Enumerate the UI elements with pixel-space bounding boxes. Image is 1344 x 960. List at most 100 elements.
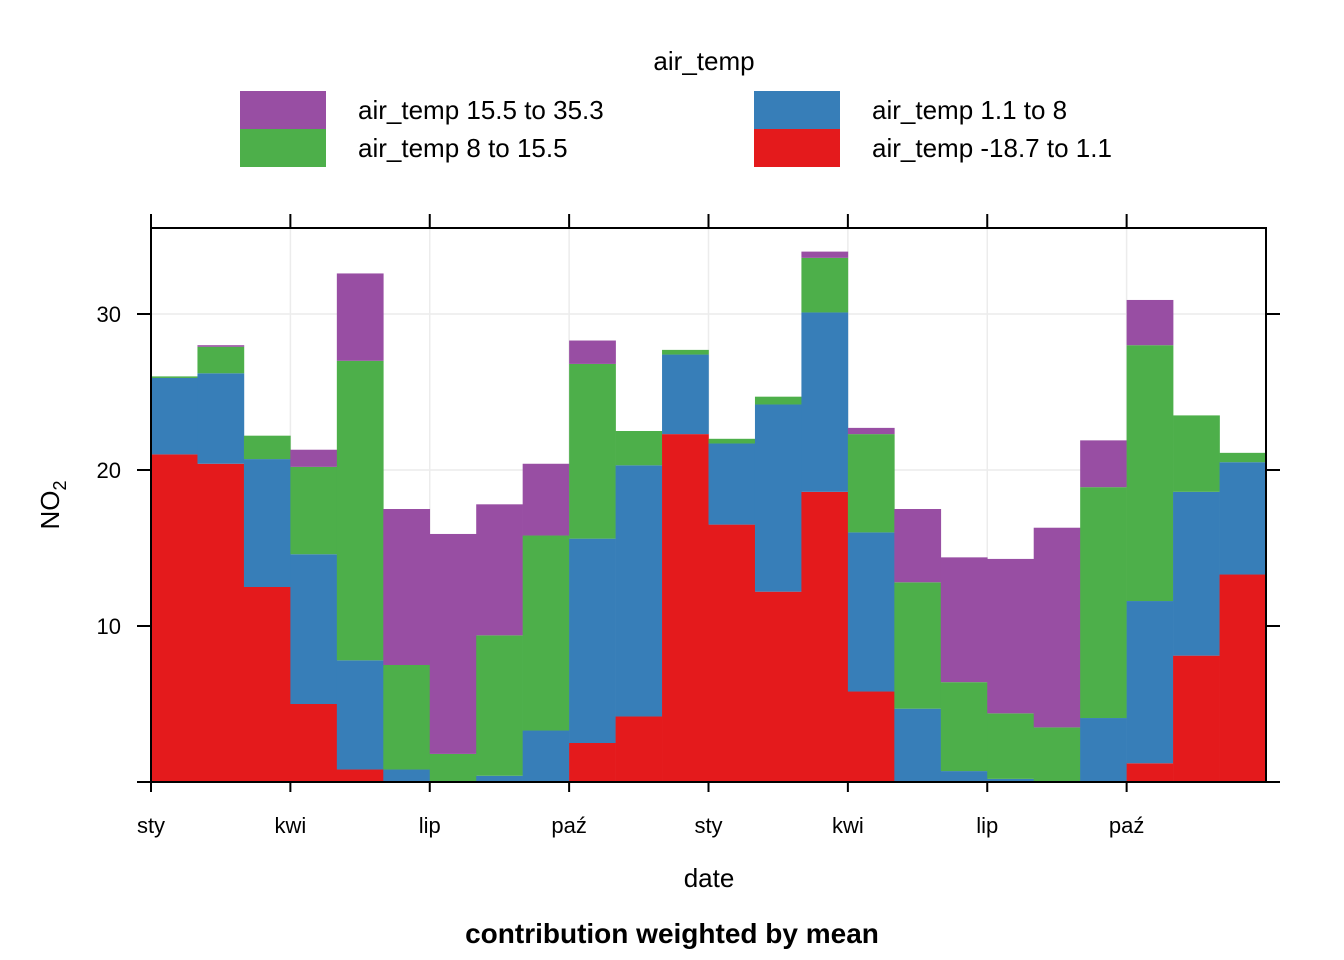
bar-segment — [708, 443, 756, 525]
bar-segment — [615, 465, 663, 717]
bar-segment — [243, 459, 291, 587]
bar-segment — [987, 558, 1035, 714]
bar-segment — [754, 404, 802, 592]
legend-label-red: air_temp -18.7 to 1.1 — [872, 133, 1112, 163]
bar-segment — [383, 769, 431, 782]
x-tick-label: sty — [694, 813, 722, 838]
bar-segment — [336, 660, 384, 770]
bar-segment — [383, 509, 431, 665]
bar-segment — [801, 251, 849, 258]
bar-segment — [1033, 727, 1081, 782]
bar-segment — [662, 434, 709, 782]
bar-segment — [801, 257, 849, 313]
x-tick-label: paź — [551, 813, 586, 838]
bar-segment — [801, 312, 849, 492]
x-tick-label: paź — [1109, 813, 1144, 838]
bar-segment — [1080, 487, 1127, 719]
bar-segment — [708, 524, 756, 782]
bar-segment — [754, 591, 802, 782]
bar-segment — [290, 449, 338, 467]
bar-segment — [429, 533, 477, 754]
bar-segment — [662, 349, 709, 355]
bar-segment — [151, 377, 198, 455]
bar-segment — [894, 582, 942, 709]
bar-segment — [197, 346, 245, 374]
bar-segment — [336, 273, 384, 361]
bar-segment — [243, 587, 291, 782]
bar-segment — [615, 431, 663, 466]
bar-segment — [383, 665, 431, 770]
bar-segment — [1126, 763, 1174, 782]
bar-segment — [940, 682, 988, 772]
legend-swatch-blue — [754, 91, 840, 129]
bar-segment — [1219, 462, 1267, 575]
bar-segment — [1173, 491, 1220, 656]
bar-segment — [754, 396, 802, 405]
bar-segment — [1080, 718, 1127, 782]
bar-segment — [476, 775, 523, 782]
legend-swatch-purple — [240, 91, 326, 129]
bar-segment — [1080, 440, 1127, 488]
bar-segment — [1033, 527, 1081, 728]
bar-segment — [522, 535, 570, 731]
legend-label-green: air_temp 8 to 15.5 — [358, 133, 568, 163]
bar-segment — [1126, 601, 1174, 764]
bar-segment — [615, 716, 663, 782]
bar-segment — [569, 743, 616, 782]
bar-segment — [336, 769, 384, 782]
bar-segment — [1173, 415, 1220, 492]
bars — [151, 251, 1267, 782]
bar-segment — [1173, 655, 1220, 782]
bar-segment — [847, 532, 895, 692]
bar-segment — [476, 635, 523, 776]
bar-segment — [1219, 452, 1267, 463]
chart-caption: contribution weighted by mean — [465, 918, 879, 949]
bar-segment — [243, 435, 291, 460]
y-axis-label-subscript: 2 — [50, 480, 70, 490]
bar-segment — [987, 713, 1035, 779]
bar-segment — [197, 463, 245, 782]
legend-title: air_temp — [653, 46, 754, 76]
bar-segment — [151, 376, 198, 378]
y-axis-label: NO2 — [35, 480, 70, 529]
bar-segment — [336, 360, 384, 661]
axes: sty kwi lip paź sty kwi lip paź 10 20 30 — [97, 214, 1280, 838]
bar-segment — [894, 708, 942, 782]
y-tick-label: 10 — [97, 614, 121, 639]
bar-segment — [290, 554, 338, 704]
y-axis-label-main: NO — [35, 491, 65, 530]
legend-label-blue: air_temp 1.1 to 8 — [872, 95, 1067, 125]
legend-swatch-green — [240, 129, 326, 167]
bar-segment — [569, 363, 616, 539]
bar-segment — [987, 778, 1035, 782]
bar-segment — [708, 438, 756, 444]
legend-label-purple: air_temp 15.5 to 35.3 — [358, 95, 604, 125]
bar-segment — [476, 504, 523, 636]
legend-swatch-red — [754, 129, 840, 167]
y-tick-label: 30 — [97, 302, 121, 327]
legend: air_temp air_temp 15.5 to 35.3 air_temp … — [240, 46, 1112, 167]
bar-segment — [569, 340, 616, 364]
x-tick-label: kwi — [832, 813, 864, 838]
bar-segment — [801, 491, 849, 782]
bar-segment — [847, 691, 895, 782]
x-tick-label: lip — [976, 813, 998, 838]
bar-segment — [151, 454, 198, 782]
bar-segment — [847, 434, 895, 533]
bar-segment — [522, 730, 570, 782]
bar-segment — [197, 373, 245, 464]
bar-segment — [894, 509, 942, 583]
bar-segment — [429, 753, 477, 782]
bar-segment — [1126, 299, 1174, 346]
x-axis-label: date — [684, 863, 735, 893]
bar-segment — [940, 557, 988, 683]
bar-segment — [1219, 574, 1267, 782]
bar-segment — [197, 345, 245, 347]
x-tick-label: kwi — [274, 813, 306, 838]
y-tick-label: 20 — [97, 458, 121, 483]
bar-segment — [1126, 345, 1174, 602]
bar-segment — [940, 771, 988, 782]
bar-segment — [290, 704, 338, 782]
bar-segment — [290, 466, 338, 555]
